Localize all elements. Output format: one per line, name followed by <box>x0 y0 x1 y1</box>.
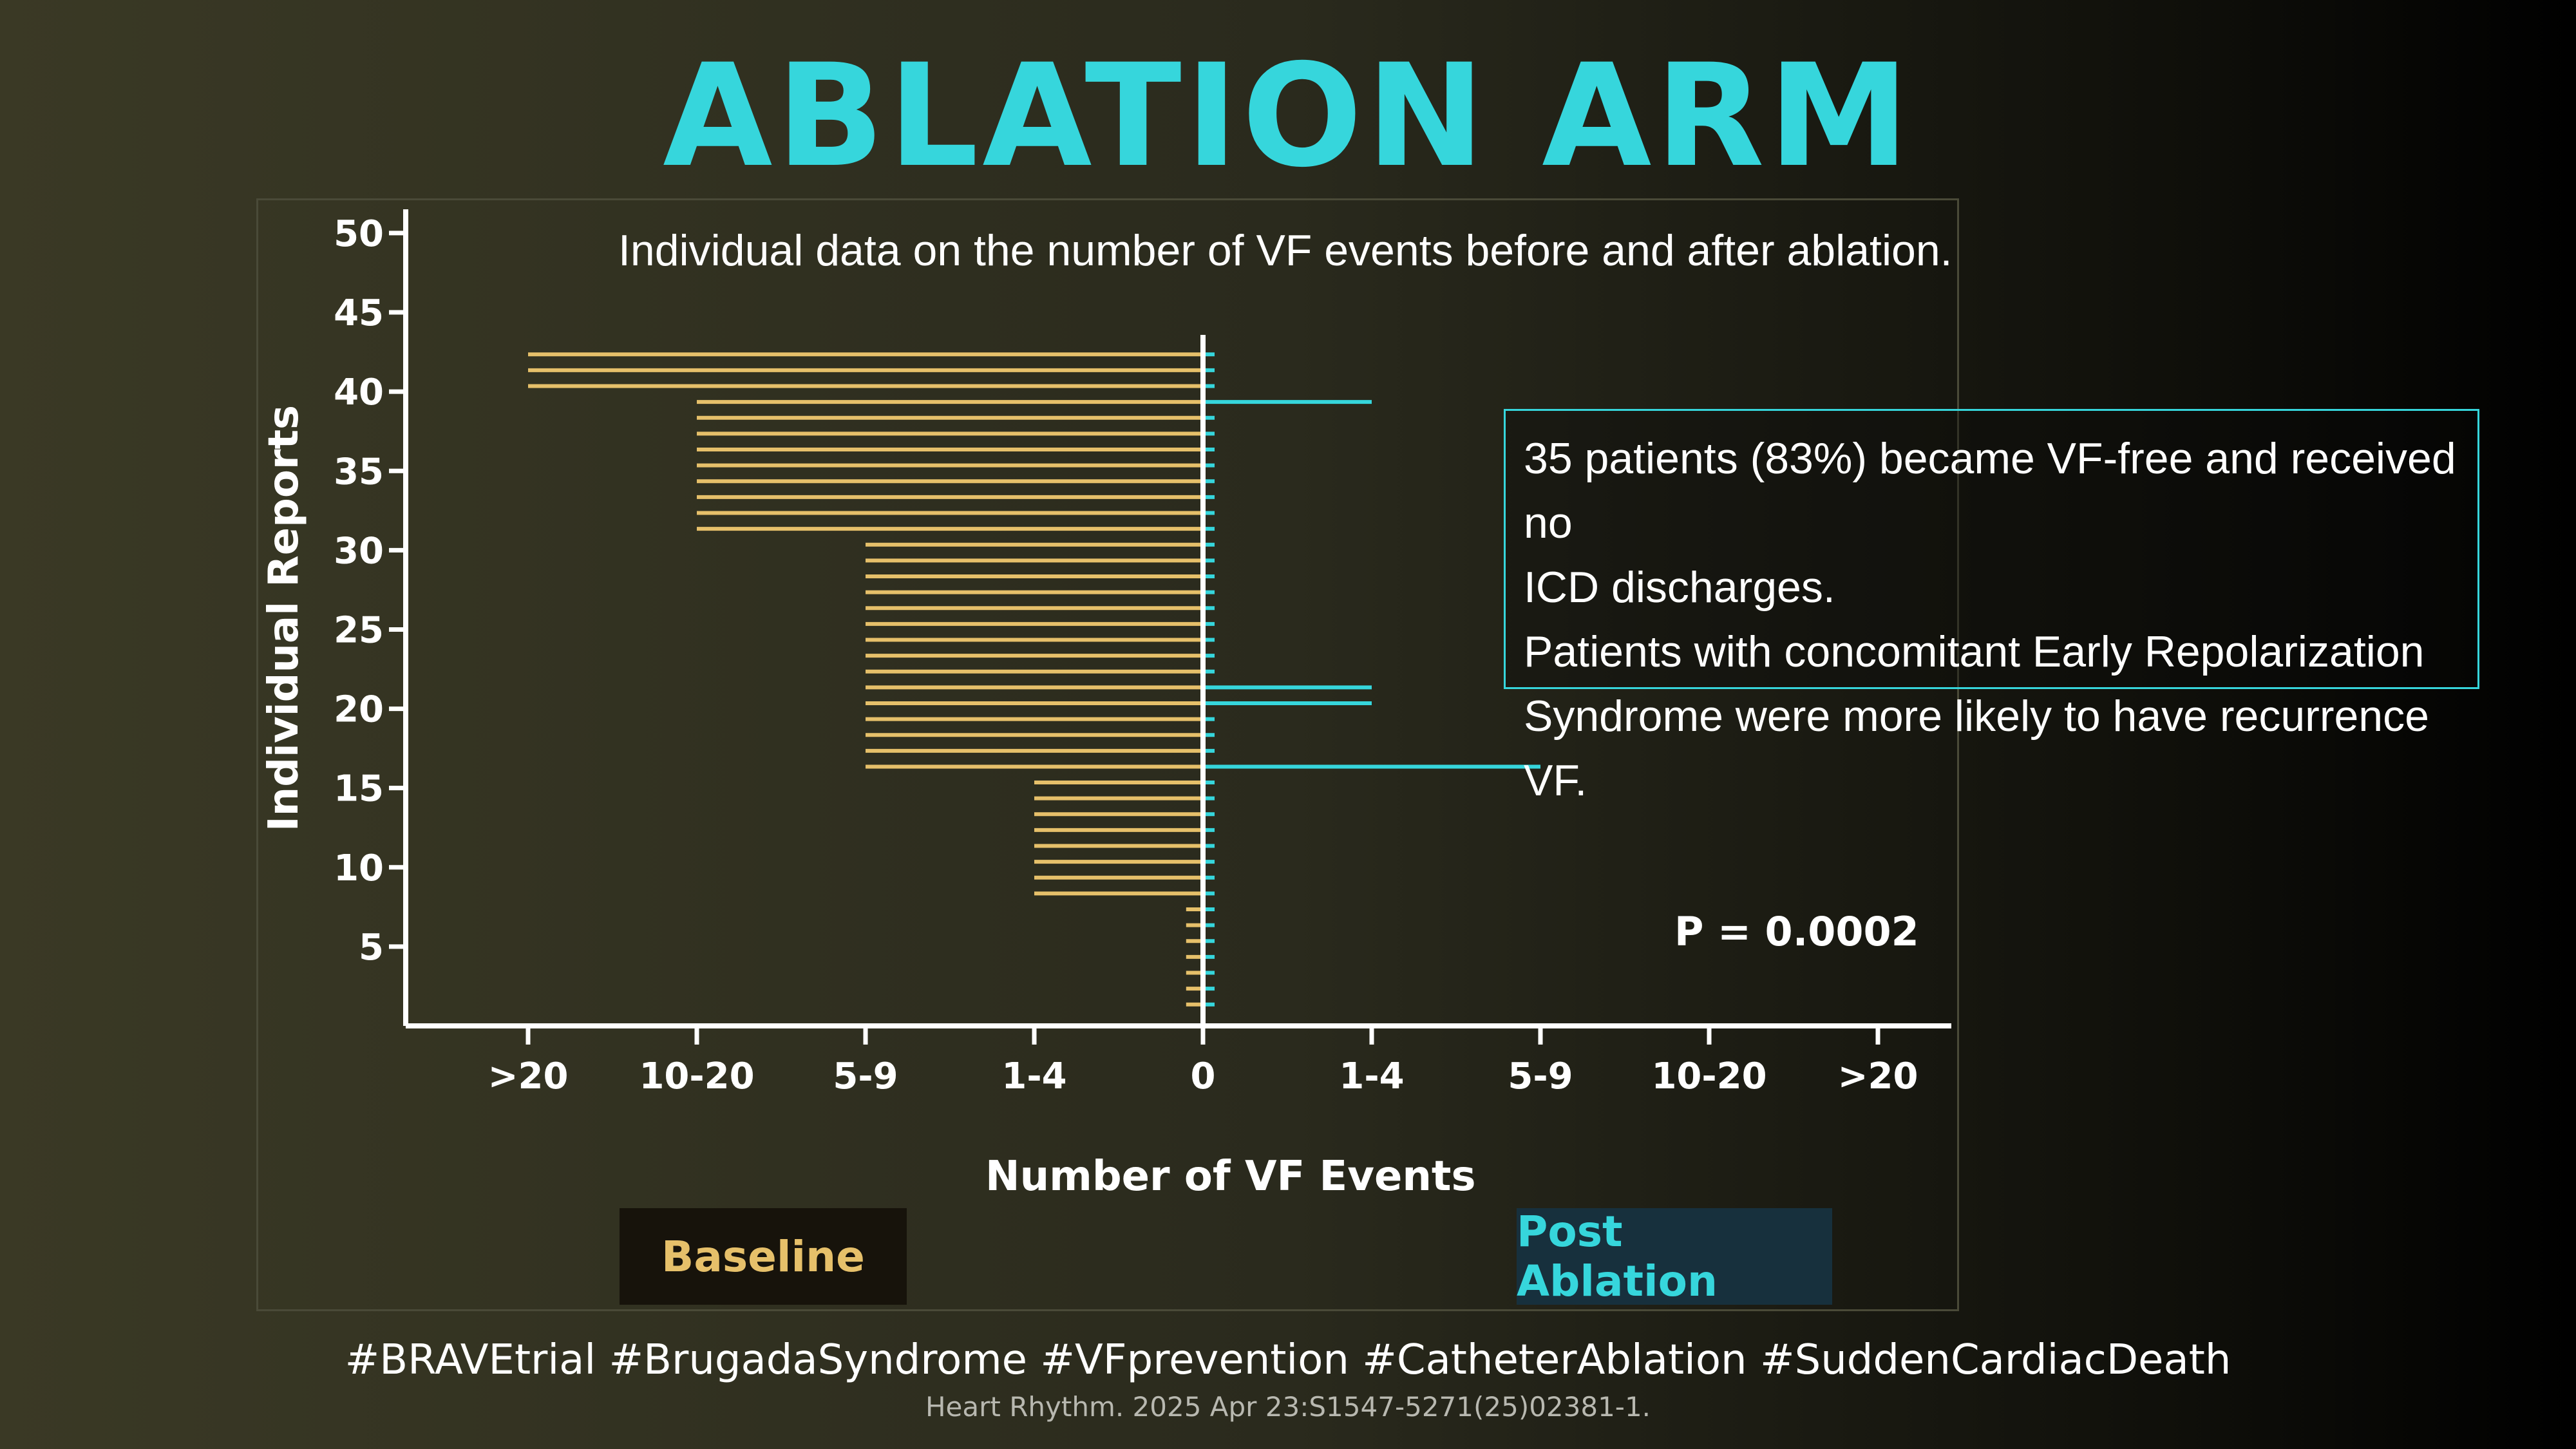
note-box: 35 patients (83%) became VF-free and rec… <box>1504 409 2479 805</box>
y-tick-label: 45 <box>334 292 384 334</box>
x-axis-label: Number of VF Events <box>985 1153 1476 1200</box>
y-tick-label: 20 <box>334 689 384 731</box>
x-tick-label: 1-4 <box>1339 1056 1404 1097</box>
legend-baseline: Baseline <box>620 1208 907 1305</box>
y-axis-label: Individual Reports <box>260 405 308 831</box>
x-tick-label: >20 <box>488 1056 569 1097</box>
y-tick-label: 10 <box>334 848 384 889</box>
x-tick-label: 5-9 <box>1508 1056 1573 1097</box>
x-tick-label: 0 <box>1191 1056 1216 1097</box>
x-tick-label: >20 <box>1838 1056 1918 1097</box>
hashtags: #BRAVEtrial #BrugadaSyndrome #VFpreventi… <box>345 1336 2231 1384</box>
note-line: ICD discharges. <box>1524 563 1835 612</box>
x-tick-label: 10-20 <box>639 1056 754 1097</box>
note-line: Patients with concomitant Early Repolari… <box>1524 627 2425 676</box>
y-tick-label: 30 <box>334 530 384 572</box>
y-tick-label: 5 <box>359 927 384 969</box>
x-tick-label: 10-20 <box>1651 1056 1766 1097</box>
x-axis-ticks: >20 10-20 5-9 1-4 0 1-4 5-9 10-20 >20 <box>488 1026 1918 1097</box>
x-tick-label: 5-9 <box>833 1056 898 1097</box>
note-line: Syndrome were more likely to have recurr… <box>1524 692 2429 805</box>
y-axis-ticks: 5 10 15 20 25 30 35 40 45 50 <box>334 213 406 969</box>
y-tick-label: 25 <box>334 609 384 651</box>
y-tick-label: 40 <box>334 372 384 413</box>
citation: Heart Rhythm. 2025 Apr 23:S1547-5271(25)… <box>925 1391 1651 1423</box>
y-tick-label: 35 <box>334 451 384 493</box>
chart-subtitle: Individual data on the number of VF even… <box>618 226 1953 275</box>
chart-panel <box>256 198 1959 1311</box>
baseline-bars <box>528 352 1203 1007</box>
p-value: P = 0.0002 <box>1674 908 1919 955</box>
legend-post-ablation: Post Ablation <box>1517 1207 1832 1306</box>
x-tick-label: 1-4 <box>1001 1056 1066 1097</box>
post-ablation-bars <box>1203 352 1540 1007</box>
y-tick-label: 50 <box>334 213 384 255</box>
page-title: ABLATION ARM <box>663 33 1913 198</box>
y-tick-label: 15 <box>334 768 384 810</box>
note-line: 35 patients (83%) became VF-free and rec… <box>1524 434 2456 547</box>
